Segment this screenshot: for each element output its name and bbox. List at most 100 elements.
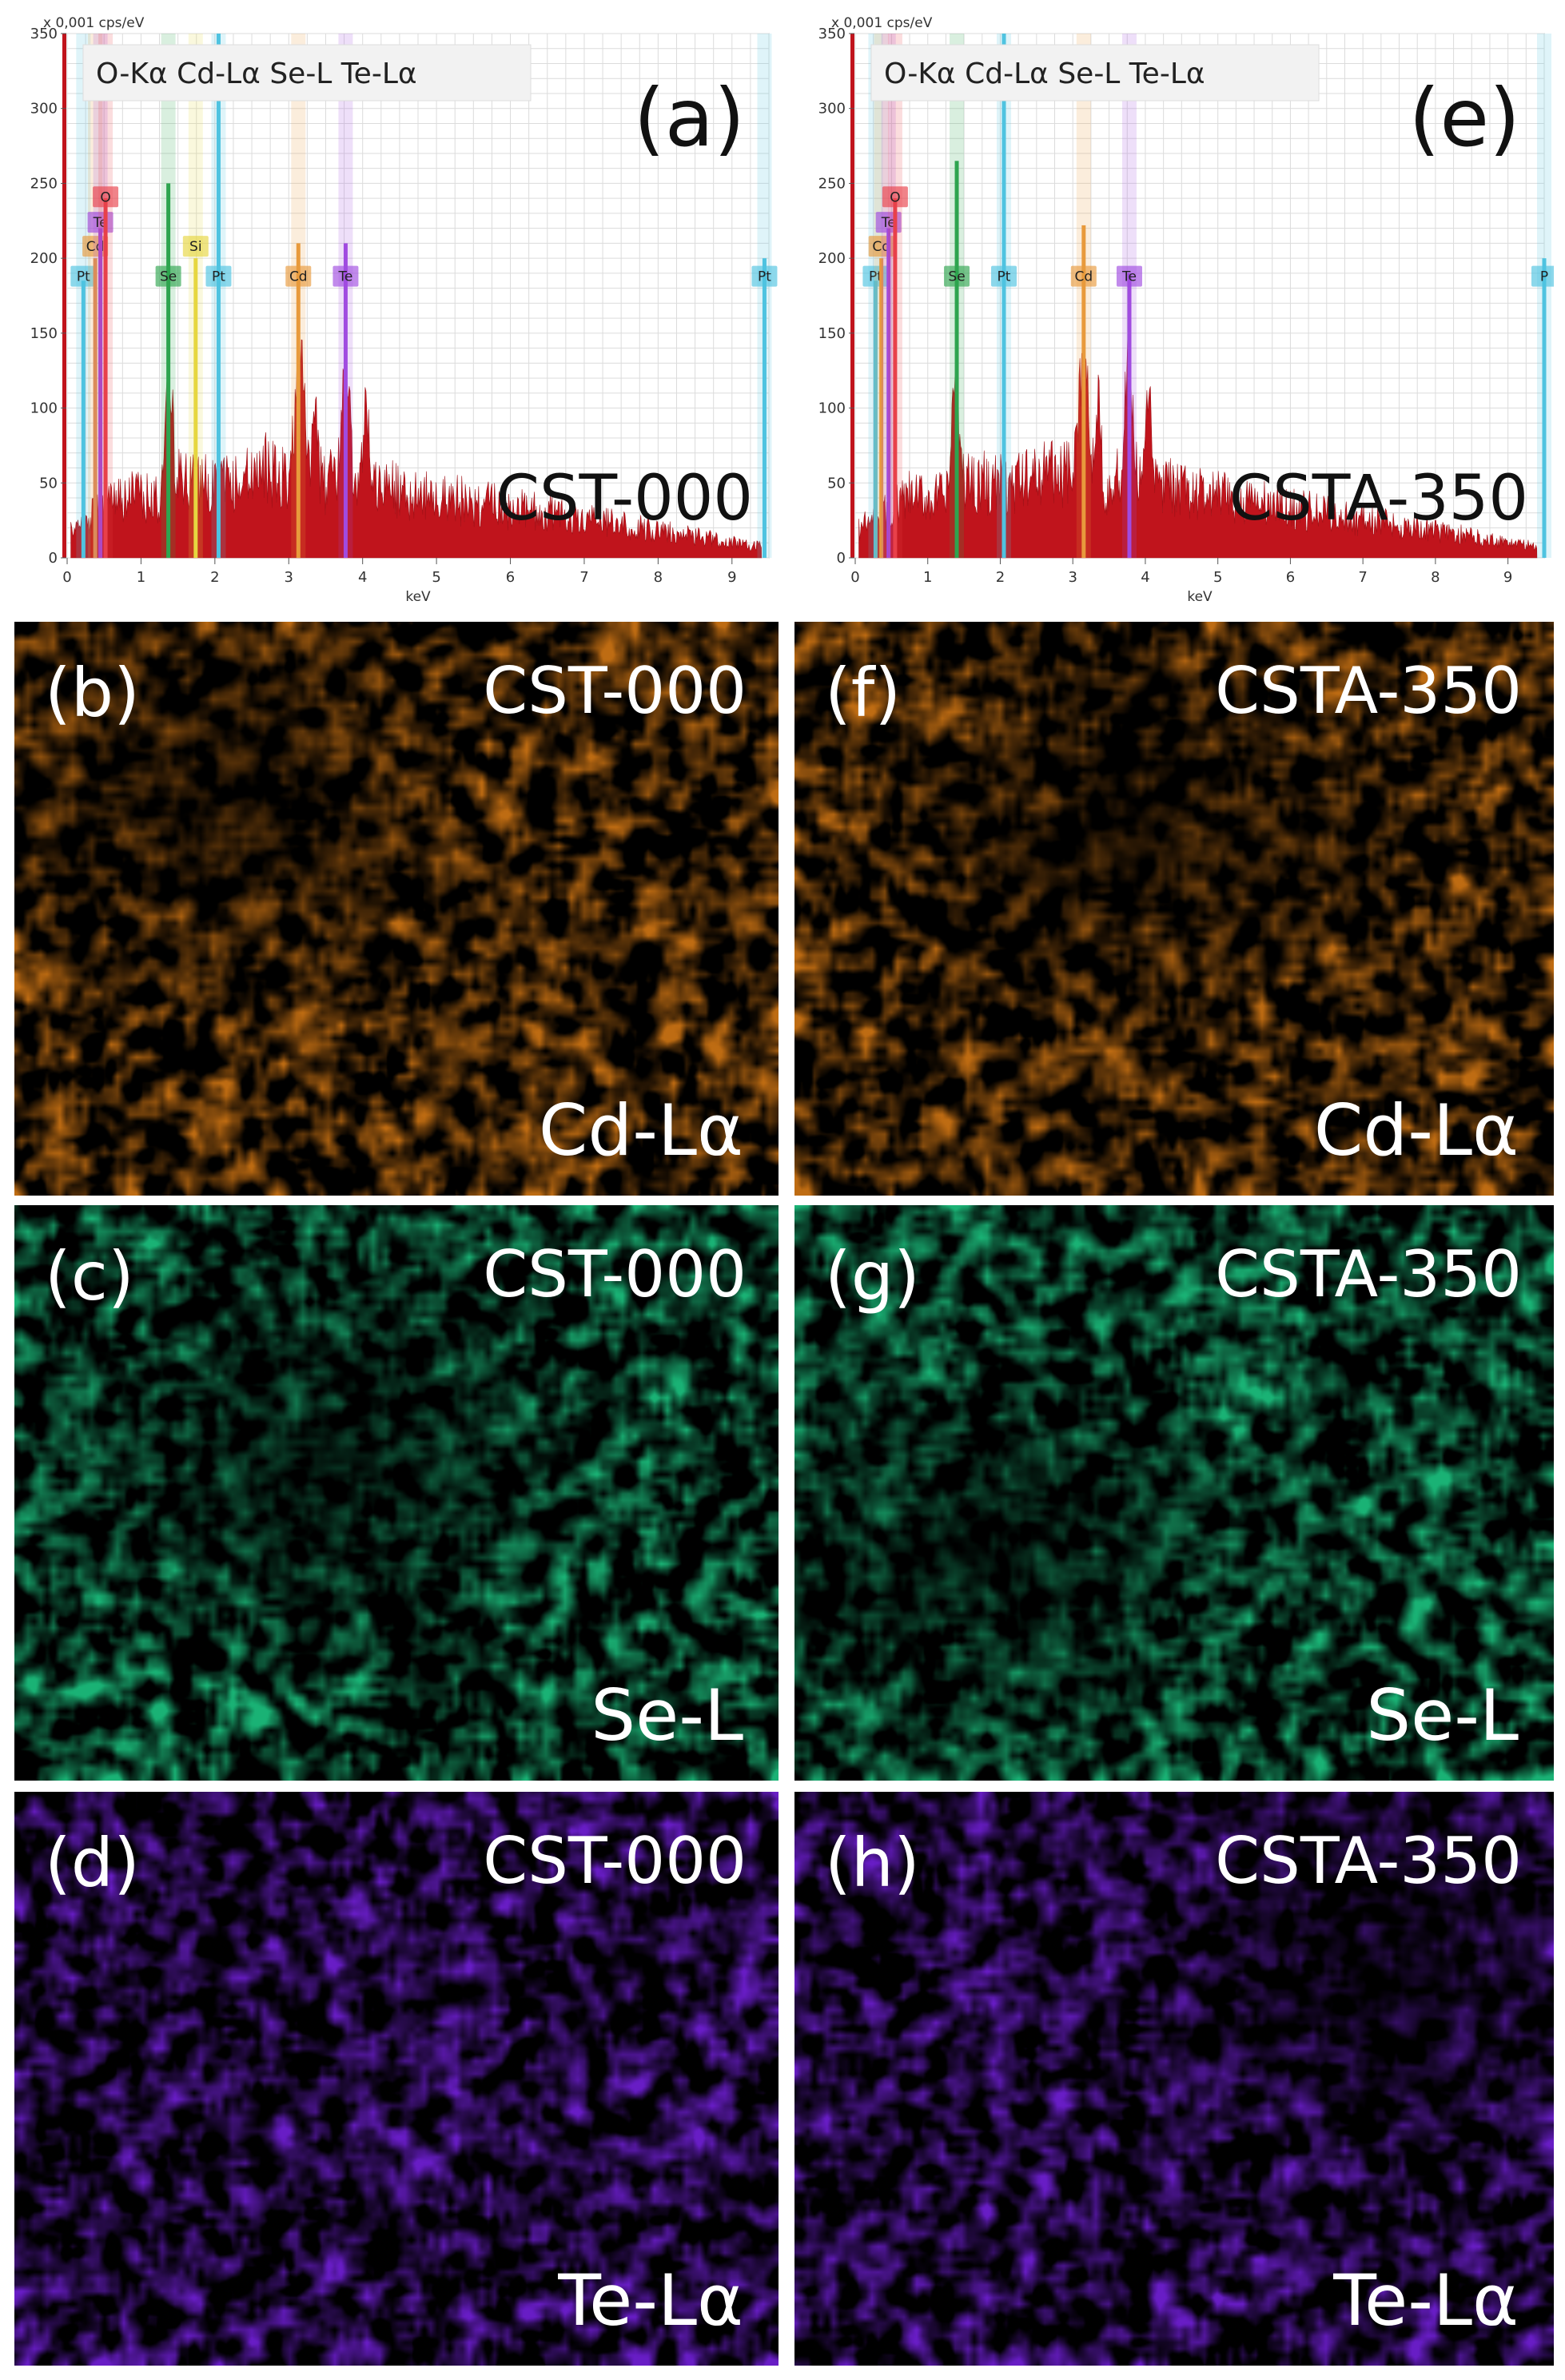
peak-tag-te <box>333 265 359 287</box>
peak-o <box>893 198 898 558</box>
continuum-group <box>858 331 1538 559</box>
peak-tag-cd <box>1070 265 1097 287</box>
y-tick-label: 200 <box>30 250 58 267</box>
x-tick-label: 5 <box>1213 569 1222 586</box>
y-tick-label: 100 <box>818 400 846 417</box>
peak-p <box>1542 258 1547 558</box>
x-tick-label: 8 <box>654 569 663 586</box>
x-tick-label: 7 <box>579 569 588 586</box>
peak-tag-te <box>1116 265 1142 287</box>
peak-se <box>166 183 171 558</box>
y-tick-label: 0 <box>837 550 846 567</box>
peak-tag-p <box>1531 265 1554 287</box>
y-tick-label: 350 <box>818 26 846 42</box>
peak-te <box>886 228 891 558</box>
legend-box <box>82 44 532 101</box>
sample-label-f: CSTA-350 <box>1215 654 1522 728</box>
peak-tag-o <box>93 186 119 208</box>
cd-map-image-cst-000 <box>14 622 779 1196</box>
x-tick-label: 1 <box>137 569 145 586</box>
y-tick-label: 150 <box>30 325 58 342</box>
y-tick-label: 150 <box>818 325 846 342</box>
panel-letter-c: (c) <box>45 1237 134 1315</box>
panel-letter-h: (h) <box>825 1824 920 1902</box>
panel-letter-b: (b) <box>45 654 140 732</box>
peak-label-se: Se <box>160 269 177 285</box>
peak-cd <box>296 243 301 558</box>
y-tick-label: 50 <box>827 475 846 492</box>
peak-tag-cd <box>285 265 312 287</box>
sample-label-h: CSTA-350 <box>1215 1824 1522 1898</box>
x-tick-label: 3 <box>1068 569 1077 586</box>
y-unit-label: x 0,001 cps/eV <box>43 15 145 31</box>
y-tick-label: 100 <box>30 400 58 417</box>
x-tick-label: 7 <box>1358 569 1367 586</box>
panel-letter: (e) <box>1408 71 1520 165</box>
peak-pt <box>1002 34 1006 558</box>
peak-cd <box>1081 225 1086 558</box>
y-tick-label: 0 <box>49 550 58 567</box>
peak-label-p: P <box>1540 269 1548 285</box>
y-tick-label: 350 <box>30 26 58 42</box>
element-label-d: Te-Lα <box>558 2259 743 2342</box>
te-map-cst-000: (d) CST-000 Te-Lα <box>14 1792 779 2366</box>
cd-map-csta-350: (f) CSTA-350 Cd-Lα <box>794 622 1554 1196</box>
peak-label-te: Te <box>1121 269 1137 285</box>
se-map-image-csta-350 <box>794 1205 1554 1781</box>
peak-tag-se <box>155 265 181 287</box>
y-tick-label: 250 <box>818 175 846 192</box>
legend-text: O-Kα Cd-Lα Se-L Te-Lα <box>96 58 417 90</box>
peak-pt <box>216 34 221 558</box>
peak-cd <box>93 258 98 558</box>
peak-label-o: O <box>100 189 110 205</box>
x-tick-label: 4 <box>1141 569 1149 586</box>
x-tick-label: 0 <box>850 569 859 586</box>
peak-tag-pt <box>205 265 232 287</box>
sample-label-g: CSTA-350 <box>1215 1237 1522 1311</box>
peak-label-te: Te <box>337 269 352 285</box>
se-map-cst-000: (c) CST-000 Se-L <box>14 1205 779 1781</box>
legend-text: O-Kα Cd-Lα Se-L Te-Lα <box>884 58 1205 90</box>
y-tick-label: 250 <box>30 175 58 192</box>
spectrum-panel-a: Pt Cd Te O Se Si Pt Cd Te Pt 0 50 100 150 200 250 300 350… <box>11 14 779 606</box>
peak-label-o: O <box>890 189 900 205</box>
peak-label-cd: Cd <box>289 269 308 285</box>
x-tick-label: 2 <box>996 569 1005 586</box>
element-label-h: Te-Lα <box>1333 2259 1519 2342</box>
spectrum-continuum <box>70 331 763 559</box>
peak-label-pt: Pt <box>758 269 771 285</box>
x-tick-label: 5 <box>432 569 440 586</box>
te-map-image-csta-350 <box>794 1792 1554 2366</box>
panel-letter-f: (f) <box>825 654 902 732</box>
peak-label-te: Te <box>881 215 896 231</box>
cd-map-image-csta-350 <box>794 622 1554 1196</box>
peak-te <box>343 243 348 558</box>
peak-label-cd: Cd <box>1074 269 1093 285</box>
peak-tag-pt <box>751 265 778 287</box>
peak-cd <box>879 258 884 558</box>
peak-te <box>1127 273 1132 558</box>
x-tick-label: 0 <box>62 569 71 586</box>
y-tick-label: 50 <box>39 475 58 492</box>
x-tick-label: 6 <box>1286 569 1295 586</box>
peak-tag-o <box>882 186 908 208</box>
panel-letter: (a) <box>634 71 745 165</box>
axis-bar <box>850 34 854 558</box>
x-tick-label: 1 <box>923 569 932 586</box>
x-tick-label: 3 <box>285 569 293 586</box>
peak-pt <box>762 258 767 558</box>
panel-letter-g: (g) <box>825 1237 920 1315</box>
y-tick-label: 300 <box>30 101 58 117</box>
peak-se <box>954 161 959 559</box>
peak-label-pt: Pt <box>998 269 1011 285</box>
x-tick-label: 2 <box>210 569 219 586</box>
se-map-csta-350: (g) CSTA-350 Se-L <box>794 1205 1554 1781</box>
element-label-b: Cd-Lα <box>538 1089 743 1172</box>
y-tick-label: 200 <box>818 250 846 267</box>
te-map-csta-350: (h) CSTA-350 Te-Lα <box>794 1792 1554 2366</box>
element-label-g: Se-L <box>1366 1674 1519 1757</box>
sample-label-b: CST-000 <box>483 654 747 728</box>
x-tick-label: 6 <box>506 569 515 586</box>
peak-te <box>98 228 103 558</box>
axis-bar <box>62 34 66 558</box>
